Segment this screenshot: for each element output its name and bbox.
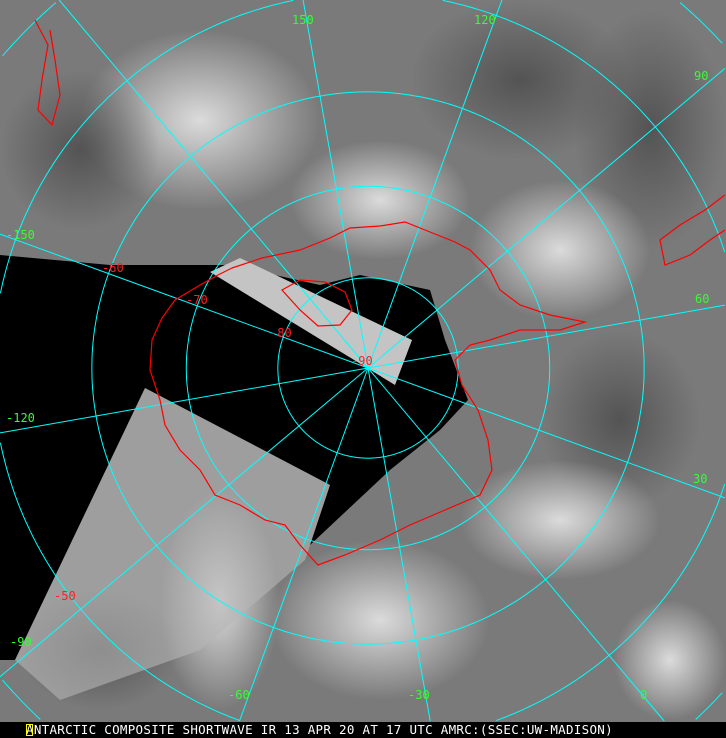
longitude-label: 30 xyxy=(693,472,708,486)
longitude-label: -60 xyxy=(228,688,250,702)
longitude-label: 120 xyxy=(474,13,496,27)
latitude-circle xyxy=(185,185,551,551)
latitude-circle xyxy=(91,91,645,645)
lat-lon-grid xyxy=(0,0,726,722)
antarctica-coastline xyxy=(149,221,588,566)
latitude-circle xyxy=(695,692,723,720)
longitude-label: 90 xyxy=(694,69,709,83)
south-america-coastline xyxy=(34,19,61,127)
latitude-circle xyxy=(0,0,294,294)
longitude-line xyxy=(367,367,665,722)
longitude-line xyxy=(0,233,369,369)
latitude-label: -90 xyxy=(351,354,373,368)
image-caption: ANTARCTIC COMPOSITE SHORTWAVE IR 13 APR … xyxy=(0,722,726,738)
latitude-circle xyxy=(277,277,459,459)
longitude-line xyxy=(367,0,503,369)
latitude-circle xyxy=(2,679,41,720)
coastline xyxy=(34,19,726,566)
satellite-image xyxy=(0,0,726,722)
longitude-label: -30 xyxy=(408,688,430,702)
longitude-line xyxy=(0,367,369,434)
longitude-line xyxy=(367,367,431,722)
latitude-circle xyxy=(0,442,240,721)
satellite-swath xyxy=(210,258,412,385)
latitude-circle xyxy=(2,2,57,57)
longitude-line xyxy=(302,0,369,369)
latitude-label: -60 xyxy=(102,261,124,275)
latitude-label: -70 xyxy=(186,293,208,307)
caption-text: ANTARCTIC COMPOSITE SHORTWAVE IR 13 APR … xyxy=(26,722,613,737)
longitude-label: 150 xyxy=(292,13,314,27)
longitude-line xyxy=(0,367,369,678)
australia-coastline xyxy=(659,194,726,266)
longitude-line xyxy=(367,304,726,369)
latitude-circle xyxy=(679,2,723,44)
longitude-line xyxy=(58,0,369,369)
latitude-label: -50 xyxy=(54,589,76,603)
longitude-label: 0 xyxy=(640,688,648,702)
longitude-line xyxy=(367,367,726,499)
longitude-label: -90 xyxy=(10,635,32,649)
ross-ice-shelf-edge xyxy=(281,279,353,327)
longitude-label: -120 xyxy=(6,411,35,425)
longitude-label: -150 xyxy=(6,228,35,242)
cursor-marker xyxy=(26,724,33,736)
latitude-circle xyxy=(496,483,726,721)
longitude-line xyxy=(367,68,726,369)
latitude-label: -80 xyxy=(270,326,292,340)
longitude-label: 60 xyxy=(695,292,710,306)
longitude-line xyxy=(239,367,369,722)
latitude-circle xyxy=(442,0,726,253)
